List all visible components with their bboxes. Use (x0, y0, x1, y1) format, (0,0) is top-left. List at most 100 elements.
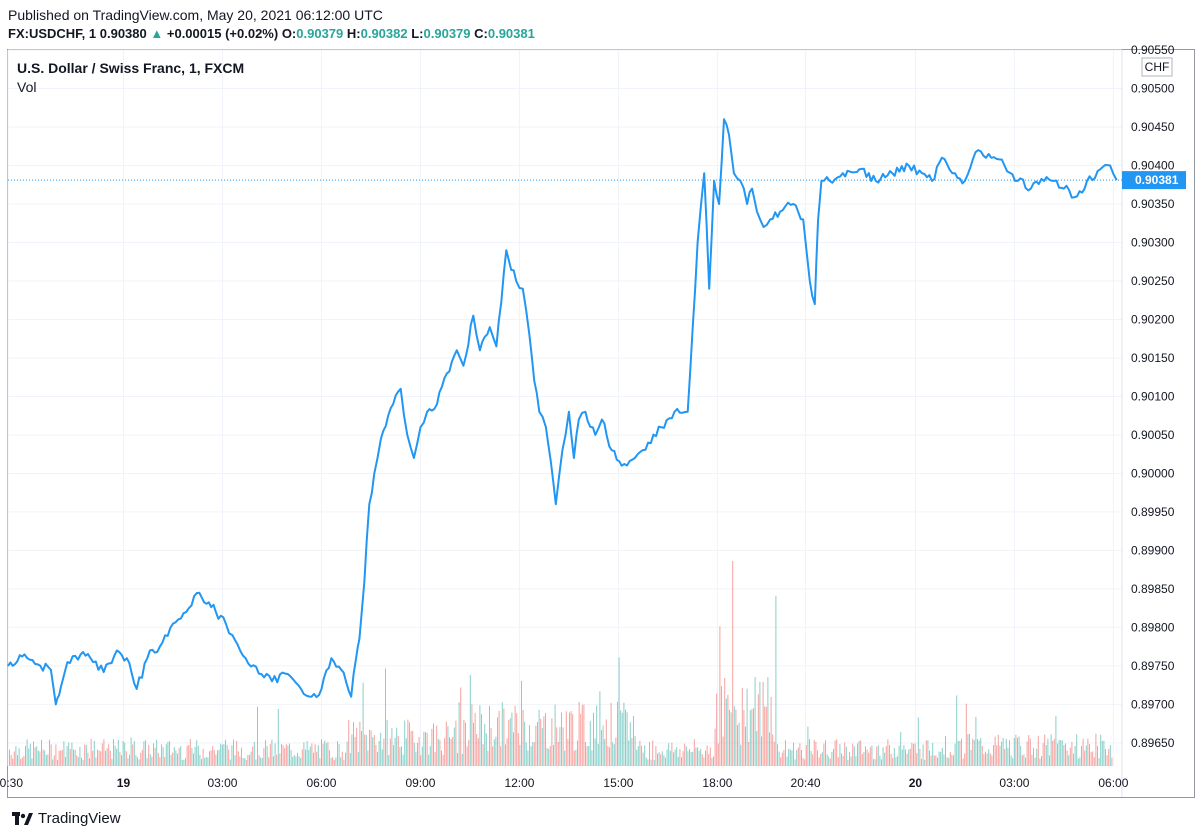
volume-bar (908, 749, 910, 766)
volume-bar (311, 743, 313, 766)
volume-bar (565, 711, 567, 766)
volume-bar (882, 747, 884, 766)
volume-bar (213, 750, 215, 766)
volume-bar (815, 741, 817, 766)
volume-bar (746, 688, 748, 766)
volume-bar (489, 705, 490, 766)
volume-bar (220, 743, 222, 766)
volume-bar (799, 743, 801, 766)
last-price: 0.90380 (99, 26, 147, 41)
volume-bar (617, 701, 618, 766)
volume-bar (274, 743, 276, 766)
volume-bar (895, 757, 897, 766)
y-axis-ticks: 0.90550 0.90500 0.90450 0.90400 0.90350 0.903… (1131, 43, 1175, 750)
volume-bar (289, 743, 290, 766)
close-label: C: (474, 26, 488, 41)
volume-bar (1103, 740, 1105, 766)
volume-bar (103, 739, 105, 766)
volume-bar (212, 745, 214, 766)
y-tick-label: 0.89800 (1131, 620, 1175, 634)
volume-bar (413, 742, 415, 766)
volume-bar (481, 714, 482, 766)
volume-bar (1060, 740, 1062, 766)
volume-bar (298, 756, 300, 766)
volume-bar (189, 739, 191, 766)
volume-bar (484, 724, 486, 766)
volume-bar (397, 735, 399, 766)
volume-bar (357, 752, 359, 766)
volume-bar (228, 749, 230, 766)
volume-bar (233, 739, 234, 766)
volume-bar (257, 706, 258, 766)
volume-bar (1001, 741, 1002, 766)
volume-bar (589, 720, 591, 766)
volume-bar (513, 732, 514, 766)
volume-bar (933, 755, 935, 766)
volume-bar (471, 704, 473, 766)
y-tick-label: 0.89750 (1131, 659, 1175, 673)
volume-bar (74, 749, 76, 766)
volume-bar (130, 737, 132, 766)
volume-bar (820, 753, 822, 766)
volume-bar (953, 755, 954, 766)
footer-brand[interactable]: TradingView (12, 810, 121, 827)
volume-bar (37, 750, 39, 766)
volume-bar (57, 759, 58, 766)
volume-bar (9, 749, 10, 766)
volume-bar (145, 740, 146, 766)
volume-bar (828, 756, 830, 766)
volume-bar (532, 742, 534, 766)
volume-bar (674, 749, 676, 766)
x-tick-label: 12:00 (504, 776, 534, 790)
volume-bar (711, 758, 713, 766)
volume-bar (418, 736, 420, 766)
volume-bar (636, 749, 638, 766)
volume-bar (349, 753, 351, 766)
volume-bar (996, 745, 998, 766)
volume-bar (858, 741, 860, 766)
volume-bar (58, 750, 60, 766)
volume-bar (396, 727, 398, 766)
volume-bar (271, 739, 273, 766)
volume-bar (949, 752, 951, 766)
volume-bar (601, 730, 602, 766)
volume-bar (701, 754, 703, 766)
volume-bar (495, 736, 497, 766)
volume-bar (977, 738, 978, 766)
volume-bar (903, 745, 905, 766)
x-tick-label: 03:00 (207, 776, 237, 790)
volume-bar (893, 748, 895, 766)
volume-bar (301, 749, 303, 766)
volume-bar (644, 745, 646, 766)
volume-bar (65, 756, 66, 766)
volume-bar (839, 744, 841, 766)
volume-bar (1053, 738, 1055, 766)
volume-bar (1031, 754, 1033, 766)
volume-bar (665, 757, 666, 766)
volume-bar (997, 734, 999, 766)
volume-bar (868, 752, 870, 766)
volume-bar (285, 744, 287, 766)
volume-bar (855, 756, 857, 766)
volume-bar (101, 743, 103, 766)
volume-bar (132, 744, 134, 766)
volume-bar (354, 737, 356, 766)
volume-bar (45, 755, 47, 766)
volume-bar (756, 731, 758, 766)
volume-bar (236, 741, 238, 766)
volume-bar (431, 728, 433, 766)
volume-bar (49, 739, 50, 766)
y-tick-label: 0.90250 (1131, 274, 1175, 288)
volume-bar (474, 712, 476, 766)
volume-bar (391, 728, 393, 766)
volume-bar (533, 742, 535, 766)
volume-bar (794, 759, 796, 766)
volume-bar (970, 749, 972, 766)
volume-bar (1044, 734, 1046, 766)
volume-bar (943, 754, 945, 766)
volume-bar (765, 706, 767, 766)
volume-bar (685, 746, 687, 766)
volume-bar (932, 742, 934, 766)
volume-bar (706, 745, 708, 766)
